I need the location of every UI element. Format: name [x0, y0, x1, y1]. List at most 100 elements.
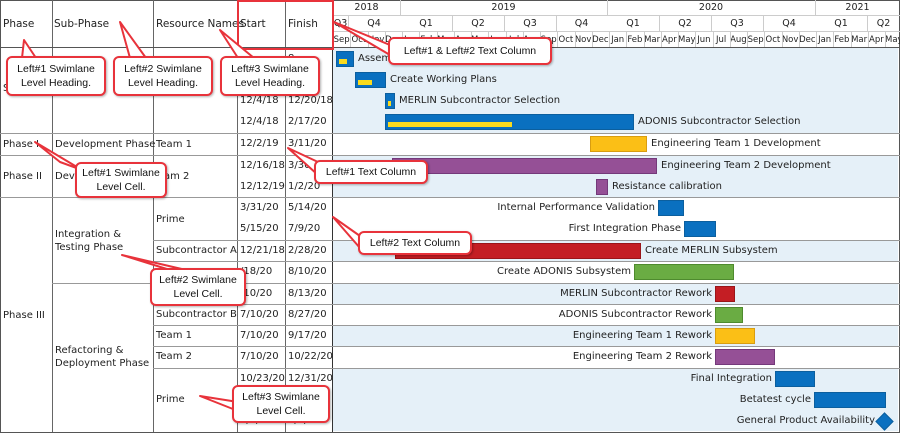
start-date-cell[interactable]: /10/20: [240, 288, 273, 299]
gantt-bar[interactable]: [775, 371, 815, 387]
row-divider: [0, 133, 900, 134]
column-header-resource-names[interactable]: Resource Names: [156, 18, 244, 30]
phase-cell[interactable]: Phase I: [3, 139, 39, 150]
task-label[interactable]: Engineering Team 2 Development: [661, 160, 831, 171]
task-label[interactable]: Assem: [358, 53, 392, 64]
start-date-cell[interactable]: 12/4/18: [240, 116, 279, 127]
column-header-start[interactable]: Start: [240, 18, 266, 30]
finish-date-cell[interactable]: 5/14/20: [288, 202, 327, 213]
finish-date-cell[interactable]: 1/2/20: [288, 181, 321, 192]
gantt-bar[interactable]: [355, 72, 386, 88]
gantt-bar[interactable]: [658, 200, 684, 216]
task-label[interactable]: Internal Performance Validation: [497, 202, 655, 213]
task-label[interactable]: Create Working Plans: [390, 74, 497, 85]
task-label[interactable]: ADONIS Subcontractor Rework: [558, 309, 712, 320]
gantt-bar[interactable]: [634, 264, 734, 280]
start-date-cell[interactable]: 7/10/20: [240, 309, 279, 320]
resource-cell[interactable]: Team 2: [156, 351, 192, 362]
timeline-quarter: Q2: [471, 18, 485, 29]
gantt-bar[interactable]: [715, 286, 735, 302]
finish-date-cell[interactable]: 7/9/20: [288, 223, 321, 234]
resource-cell[interactable]: Subcontractor A: [156, 245, 237, 256]
task-label[interactable]: First Integration Phase: [568, 223, 681, 234]
finish-date-cell[interactable]: 2/28/20: [288, 245, 327, 256]
start-date-cell[interactable]: 7/10/20: [240, 351, 279, 362]
finish-date-cell[interactable]: 12/20/18: [288, 95, 333, 106]
sub-phase-cell[interactable]: Refactoring & Deployment Phase: [55, 345, 150, 369]
year-divider: [815, 0, 816, 15]
sub-phase-cell[interactable]: Development Phase: [55, 139, 156, 150]
task-label[interactable]: General Product Availability: [736, 415, 875, 426]
gantt-bar[interactable]: [684, 221, 716, 237]
task-label[interactable]: Engineering Team 1 Rework: [572, 330, 712, 341]
task-label[interactable]: Engineering Team 2 Rework: [572, 351, 712, 362]
sub-phase-cell[interactable]: Dev: [55, 171, 75, 182]
start-date-cell[interactable]: 7/10/20: [240, 330, 279, 341]
finish-date-cell[interactable]: 2/17/20: [288, 116, 327, 127]
task-label[interactable]: Resistance calibration: [612, 181, 722, 192]
phase-cell[interactable]: Phase III: [3, 310, 45, 321]
task-label[interactable]: Betatest cycle: [739, 394, 811, 405]
start-date-cell[interactable]: 12/21/18: [240, 245, 285, 256]
start-date-cell[interactable]: 5/15/20: [240, 223, 279, 234]
timeline-quarter: Q1: [626, 18, 640, 29]
quarter-divider: [659, 15, 660, 32]
gantt-bar[interactable]: [715, 349, 775, 365]
gantt-bar[interactable]: [336, 51, 354, 67]
gantt-bar[interactable]: [715, 307, 743, 323]
gantt-bar[interactable]: [385, 114, 634, 130]
quarter-divider: [452, 15, 453, 32]
task-label[interactable]: MERLIN Subcontractor Selection: [399, 95, 561, 106]
task-label[interactable]: ADONIS Subcontractor Selection: [638, 116, 801, 127]
gantt-bar[interactable]: [814, 392, 886, 408]
finish-date-cell[interactable]: 12/31/20: [288, 373, 333, 384]
gantt-bar[interactable]: [715, 328, 755, 344]
finish-date-cell[interactable]: 8/13/20: [288, 288, 327, 299]
task-label[interactable]: Final Integration: [690, 373, 772, 384]
column-header-phase[interactable]: Phase: [3, 18, 35, 30]
finish-date-cell[interactable]: 3/11/20: [288, 138, 327, 149]
start-date-cell[interactable]: 12/16/18: [240, 160, 285, 171]
timeline-quarter: Q3: [333, 18, 348, 29]
finish-date-cell[interactable]: 8/10/20: [288, 266, 327, 277]
task-label[interactable]: Create MERLIN Subsystem: [645, 245, 778, 256]
resource-cell[interactable]: am 2: [164, 171, 190, 182]
gantt-bar[interactable]: [596, 179, 608, 195]
row-divider: [153, 325, 900, 326]
progress-indicator: [388, 101, 391, 106]
resource-cell[interactable]: Team 1: [156, 330, 192, 341]
start-date-cell[interactable]: /18/20: [240, 266, 273, 277]
task-label[interactable]: Create ADONIS Subsystem: [497, 266, 631, 277]
column-header-sub-phase[interactable]: Sub-Phase: [54, 18, 110, 30]
start-date-cell[interactable]: 10/23/20: [240, 373, 285, 384]
finish-date-cell[interactable]: 3/30/: [288, 160, 314, 171]
phase-cell[interactable]: Phase II: [3, 171, 42, 182]
timeline-month: Dec: [799, 35, 816, 45]
progress-indicator: [358, 80, 372, 85]
timeline-month: Oct: [558, 35, 574, 45]
column-header-finish[interactable]: Finish: [288, 18, 318, 30]
task-label[interactable]: Engineering Team 1 Development: [651, 138, 821, 149]
start-date-cell[interactable]: 12/2/19: [240, 138, 279, 149]
gantt-bar[interactable]: [385, 93, 395, 109]
resource-cell[interactable]: Team 1: [156, 139, 192, 150]
finish-date-cell[interactable]: 10/22/20: [288, 351, 333, 362]
resource-cell[interactable]: Subcontractor B: [156, 309, 237, 320]
callout-text: Left#2 Swimlane Level Heading.: [124, 63, 202, 89]
month-divider: [833, 31, 835, 47]
callout-text: Left#2 Swimlane Level Cell.: [159, 274, 237, 300]
start-date-cell[interactable]: 12/12/19: [240, 181, 285, 192]
resource-cell[interactable]: Prime: [156, 214, 185, 225]
finish-date-cell[interactable]: 9/17/20: [288, 330, 327, 341]
start-date-cell[interactable]: 12/4/18: [240, 95, 279, 106]
start-date-cell[interactable]: 3/31/20: [240, 202, 279, 213]
finish-date-cell[interactable]: 8/27/20: [288, 309, 327, 320]
timeline-month: Nov: [781, 35, 799, 45]
quarter-divider: [504, 15, 505, 32]
gantt-bar[interactable]: [392, 158, 657, 174]
task-label[interactable]: MERLIN Subcontractor Rework: [560, 288, 712, 299]
progress-indicator: [339, 59, 347, 64]
gantt-bar[interactable]: [590, 136, 647, 152]
sub-phase-cell[interactable]: Integration & Testing Phase: [55, 229, 124, 253]
resource-cell[interactable]: Prime: [156, 394, 185, 405]
